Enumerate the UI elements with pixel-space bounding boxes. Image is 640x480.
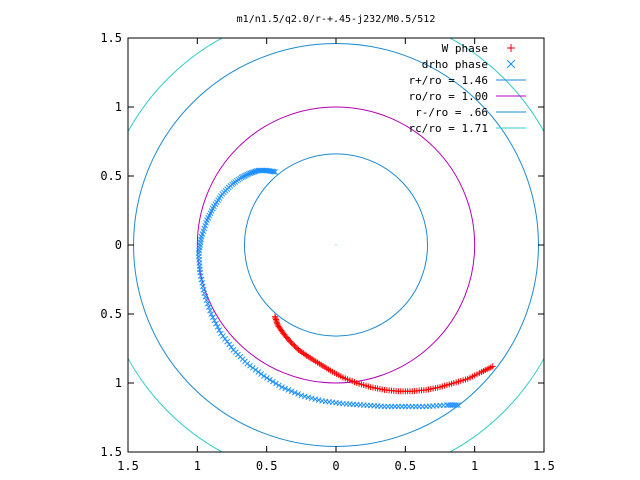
data-point — [489, 363, 496, 370]
x-tick-label: 1 — [194, 459, 201, 473]
data-point — [261, 373, 267, 379]
y-tick-label: 0.5 — [100, 169, 122, 183]
chart-title: m1/n1.5/q2.0/r-+.45-j232/M0.5/512 — [237, 14, 436, 25]
data-point — [209, 314, 216, 321]
data-point — [291, 342, 298, 349]
x-tick-label: 1.5 — [117, 459, 139, 473]
legend-label: W phase — [442, 42, 488, 55]
data-point — [301, 393, 308, 400]
y-tick-label: 0.5 — [100, 307, 122, 321]
data-point — [453, 402, 460, 408]
data-point — [208, 311, 215, 317]
legend-marker — [506, 59, 516, 69]
data-point — [201, 290, 208, 297]
data-point — [292, 389, 298, 396]
x-tick-label: 1.5 — [533, 459, 555, 473]
legend-label: ro/ro = 1.00 — [409, 90, 488, 103]
x-tick-label: 0 — [332, 459, 339, 473]
data-point — [282, 385, 289, 392]
legend-label: r+/ro = 1.46 — [409, 74, 488, 87]
data-point — [273, 380, 279, 387]
data-point — [203, 297, 210, 304]
x-tick-label: 0.5 — [394, 459, 416, 473]
data-point — [216, 327, 223, 333]
legend: W phase drho phase r+/ro = 1.46 ro/ro = 1.0… — [409, 42, 526, 135]
data-point — [267, 376, 273, 383]
y-tick-label: 0 — [115, 238, 122, 252]
legend-label: drho phase — [422, 58, 488, 71]
data-point — [288, 339, 295, 346]
data-point — [202, 293, 209, 300]
data-point — [294, 345, 301, 352]
data-point — [206, 304, 212, 310]
data-point — [312, 396, 319, 402]
legend-marker — [507, 44, 515, 52]
data-point — [213, 320, 219, 327]
series-0-points — [271, 313, 496, 395]
data-point — [292, 344, 299, 351]
origin-point — [335, 244, 337, 246]
data-point — [279, 384, 285, 390]
data-point — [290, 341, 297, 348]
data-point — [211, 317, 218, 324]
data-point — [315, 397, 322, 403]
x-tick-label: 1 — [471, 459, 478, 473]
data-point — [308, 395, 315, 402]
data-point — [455, 402, 461, 408]
data-point — [264, 375, 270, 381]
y-tick-label: 1 — [115, 376, 122, 390]
y-tick-label: 1 — [115, 100, 122, 114]
data-point — [286, 337, 293, 344]
data-point — [285, 387, 292, 393]
data-point — [298, 392, 305, 399]
y-tick-label: 1.5 — [100, 445, 122, 459]
data-point — [295, 391, 301, 397]
x-tick-label: 0.5 — [256, 459, 278, 473]
data-point — [270, 378, 276, 385]
data-point — [288, 388, 295, 395]
plot-area — [128, 38, 544, 452]
data-point — [214, 324, 221, 330]
series-circle-3 — [196, 106, 476, 384]
data-point — [305, 394, 312, 401]
data-point — [276, 382, 282, 389]
series-1-points — [195, 167, 461, 410]
y-tick-label: 1.5 — [100, 31, 122, 45]
data-point — [287, 338, 294, 345]
legend-label: rc/ro = 1.71 — [409, 122, 488, 135]
series-circle-4 — [243, 153, 429, 337]
legend-label: r-/ro = .66 — [415, 106, 488, 119]
data-point — [204, 300, 211, 307]
data-point — [207, 307, 213, 314]
